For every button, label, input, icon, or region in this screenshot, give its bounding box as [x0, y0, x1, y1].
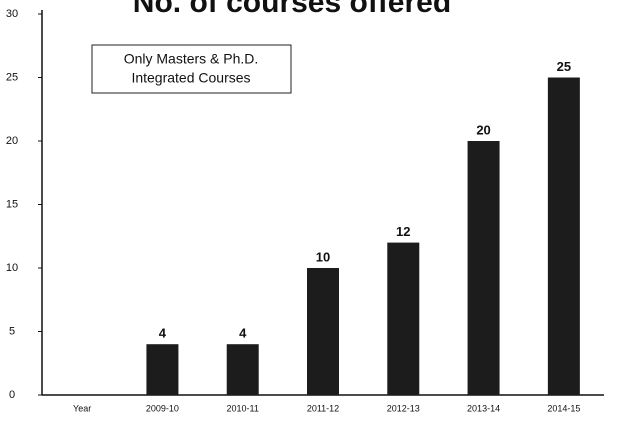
- data-label: 25: [557, 59, 571, 74]
- x-tick-label: 2011-12: [307, 403, 339, 413]
- bar: [307, 268, 339, 395]
- bar: [146, 344, 179, 395]
- bar: [467, 141, 500, 395]
- x-tick-label: 2014-15: [547, 403, 580, 413]
- y-tick-label: 5: [9, 325, 15, 337]
- data-label: 4: [239, 326, 247, 341]
- data-label: 10: [316, 249, 330, 264]
- annotation-box: [91, 44, 292, 94]
- x-tick-label: 2013-14: [467, 403, 500, 413]
- x-tick-label: 2012-13: [387, 403, 420, 413]
- x-tick-label: 2010-11: [227, 403, 259, 413]
- y-tick-label: 0: [9, 389, 15, 401]
- bar: [226, 344, 259, 395]
- y-tick-label: 25: [6, 71, 18, 83]
- data-label: 4: [159, 326, 167, 341]
- data-label: 12: [396, 224, 410, 239]
- annotation: Only Masters & Ph.D.: [124, 51, 259, 67]
- y-tick-label: 20: [6, 135, 18, 147]
- bar: [547, 77, 580, 395]
- y-tick-label: 30: [6, 8, 18, 20]
- y-tick-label: 10: [6, 262, 18, 274]
- data-label: 20: [476, 122, 490, 137]
- y-tick-label: 15: [6, 198, 18, 210]
- annotation: Integrated Courses: [131, 70, 250, 86]
- chart-title: No. of courses offered: [133, 0, 451, 19]
- bar: [387, 242, 420, 395]
- x-tick-label: Year: [73, 403, 91, 413]
- x-tick-label: 2009-10: [146, 403, 179, 413]
